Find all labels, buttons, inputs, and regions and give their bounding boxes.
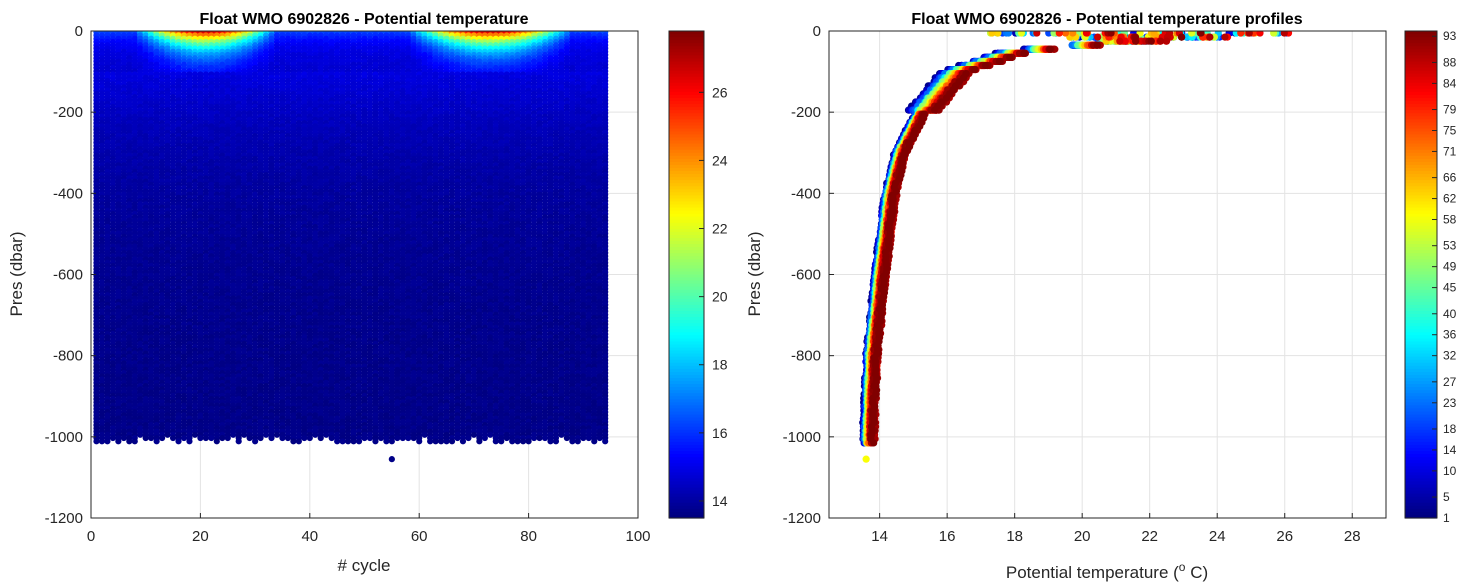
data-point	[213, 438, 220, 445]
data-point	[224, 434, 231, 442]
data-point	[246, 434, 253, 442]
data-point	[98, 438, 106, 445]
data-point	[175, 438, 182, 445]
data-point	[279, 434, 286, 442]
data-point	[241, 431, 248, 438]
data-point	[153, 438, 160, 445]
data-point	[290, 438, 297, 445]
data-point	[268, 434, 275, 442]
data-point	[219, 434, 226, 442]
data-point	[197, 434, 204, 442]
data-point	[273, 431, 281, 438]
data-point	[137, 431, 144, 438]
data-point	[230, 431, 237, 438]
data-point	[301, 434, 308, 442]
data-point	[284, 434, 292, 442]
data-point	[262, 431, 270, 438]
data-point	[295, 438, 302, 445]
data-point	[131, 438, 138, 445]
data-point	[191, 431, 199, 438]
data-point	[257, 434, 264, 442]
scatter-points-left	[93, 31, 609, 463]
data-point	[202, 434, 209, 442]
data-point	[93, 438, 100, 445]
data-point	[235, 438, 242, 445]
data-point	[208, 434, 215, 442]
data-point	[126, 438, 133, 445]
data-point	[159, 434, 166, 442]
data-point	[115, 438, 122, 445]
data-point	[109, 434, 116, 442]
data-point	[186, 438, 193, 445]
data-point	[148, 434, 155, 442]
data-point	[252, 438, 259, 445]
data-point	[104, 438, 111, 445]
data-point	[180, 434, 188, 442]
panel-cycle-section: 0 20 40 60 80 1000-200-400-600-800-1000-1200 …	[7, 11, 728, 575]
data-point	[169, 434, 177, 442]
data-point	[142, 434, 149, 442]
data-point	[164, 431, 171, 438]
data-point	[120, 434, 127, 442]
